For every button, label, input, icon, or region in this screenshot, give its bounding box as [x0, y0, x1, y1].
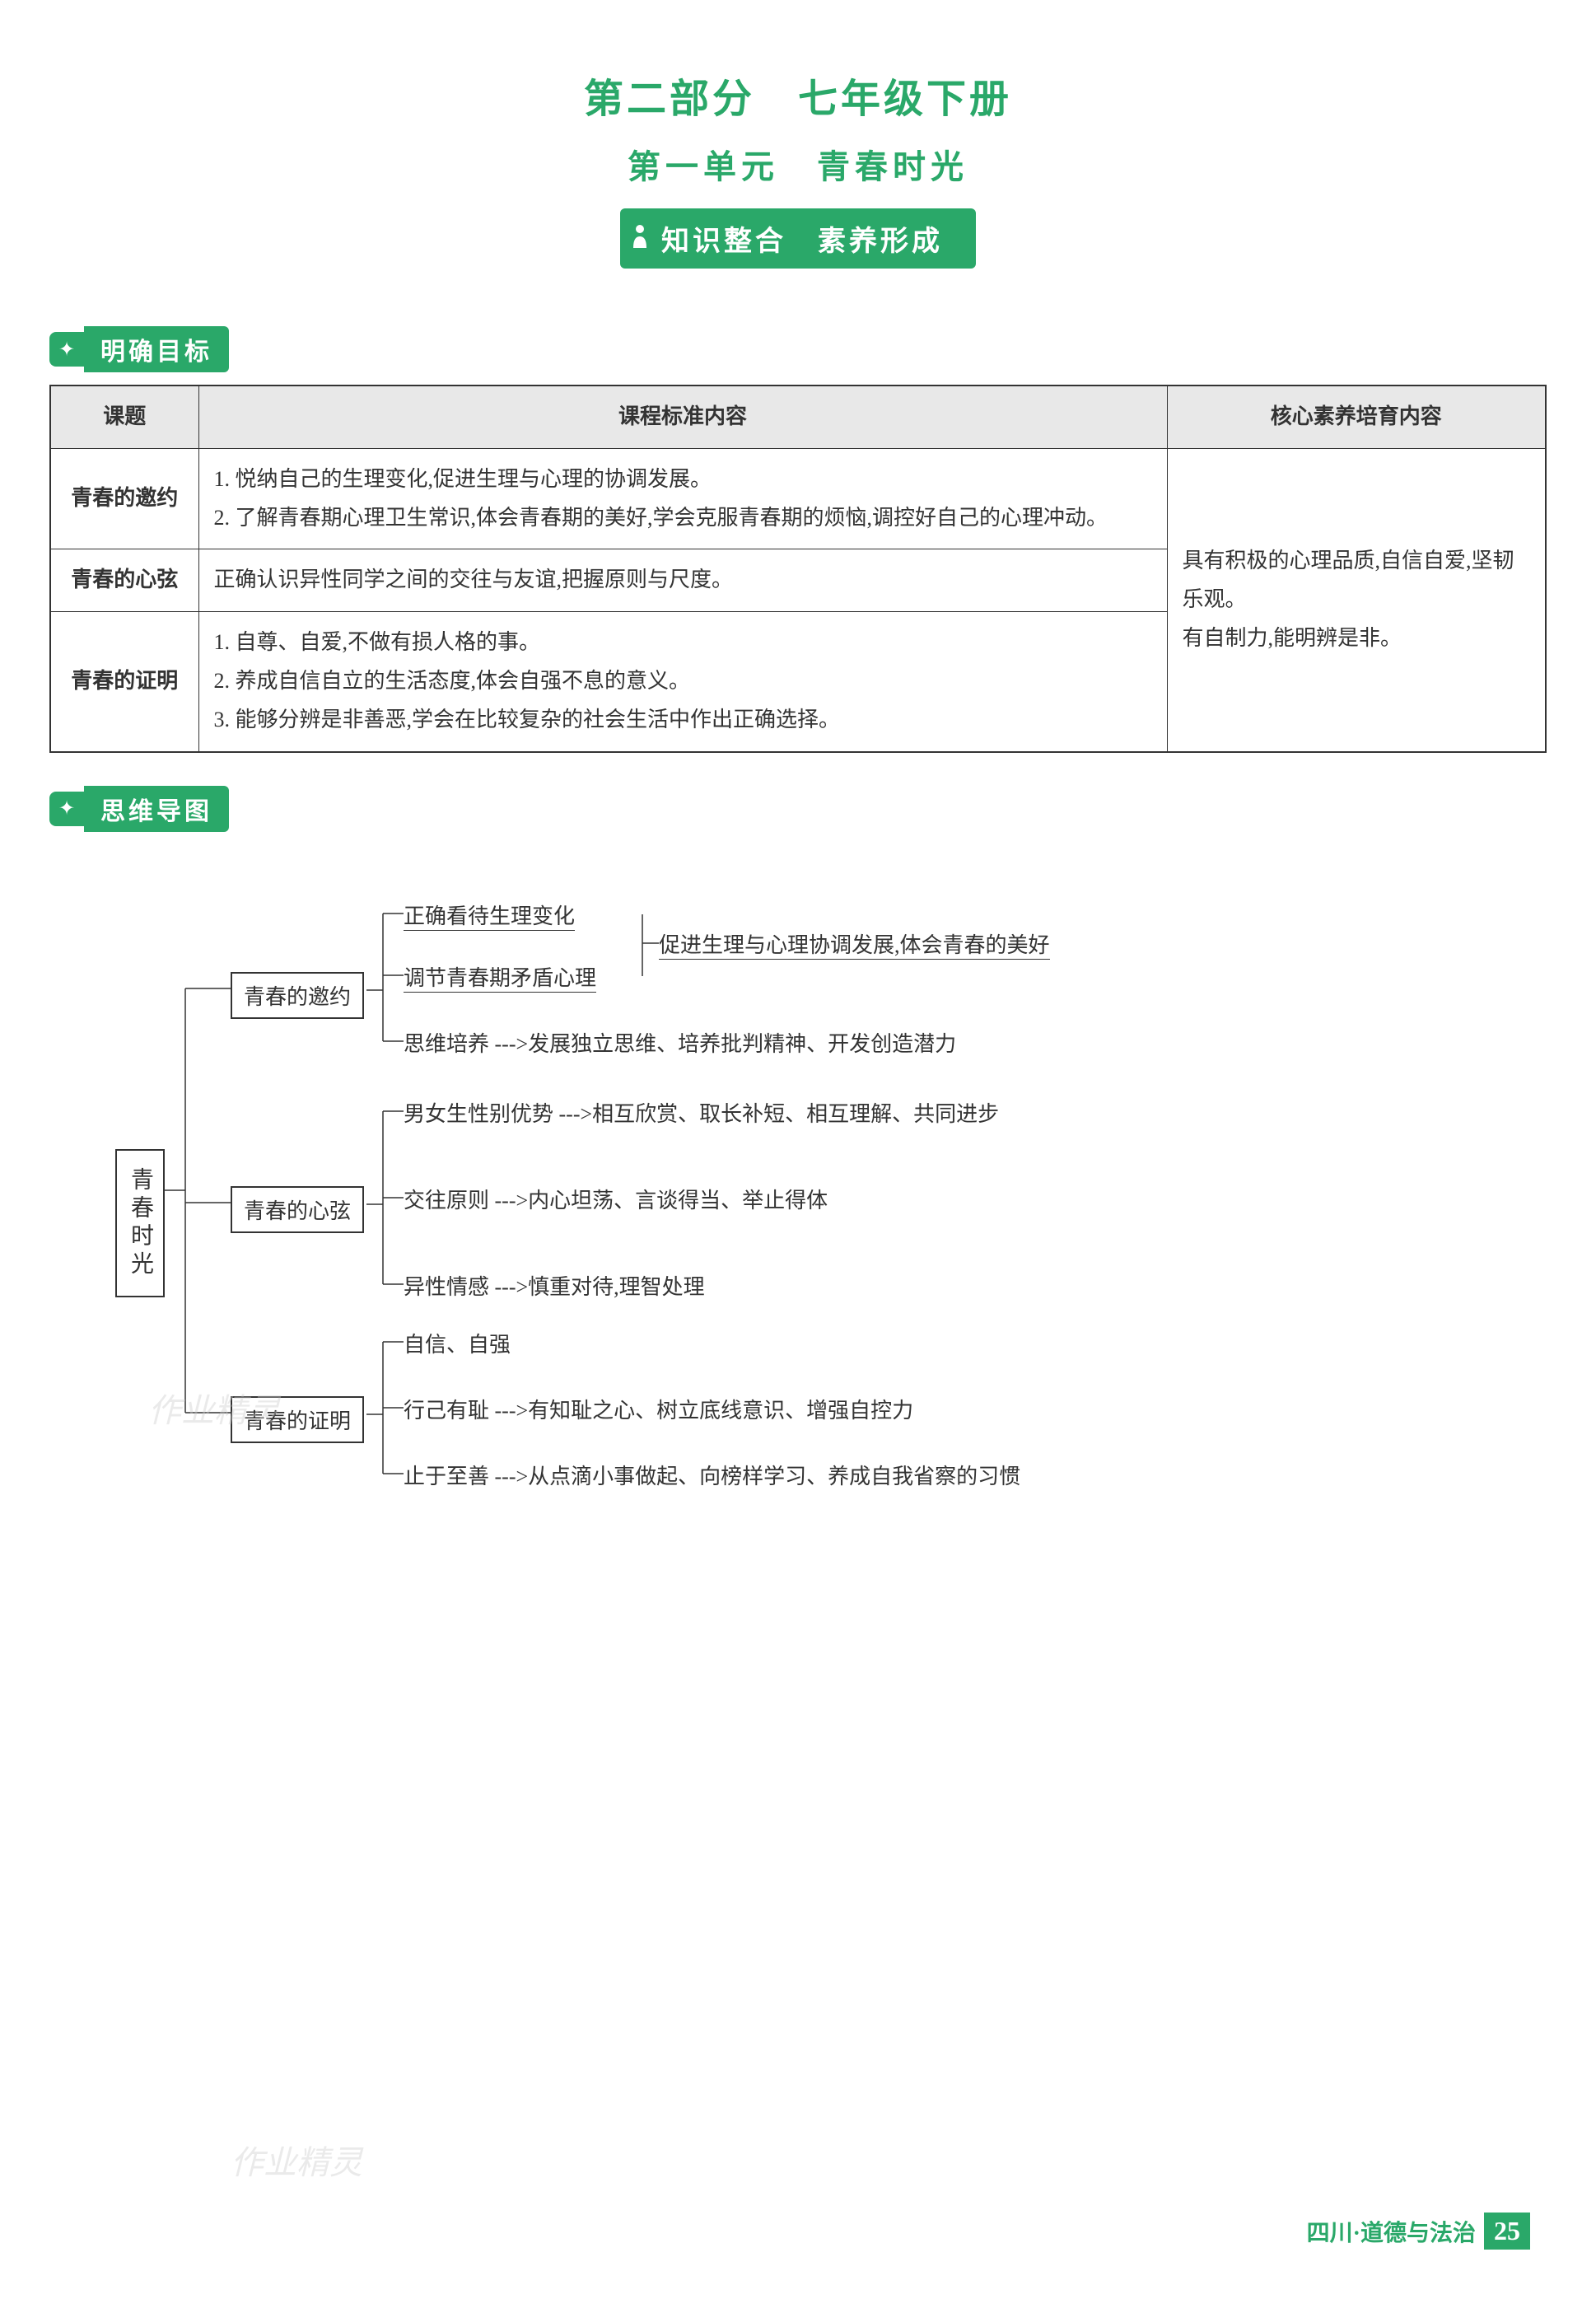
watermark: 作业精灵	[148, 1384, 280, 1432]
cell-core: 具有积极的心理品质,自信自爱,坚韧乐观。 有自制力,能明辨是非。	[1167, 448, 1546, 751]
page-number: 25	[1484, 2213, 1530, 2250]
mindmap-label: 思维导图	[84, 786, 229, 832]
goals-table: 课题 课程标准内容 核心素养培育内容 青春的邀约1. 悦纳自己的生理变化,促进生…	[49, 385, 1547, 753]
cell-content: 1. 悦纳自己的生理变化,促进生理与心理的协调发展。 2. 了解青春期心理卫生常…	[198, 448, 1167, 549]
cell-topic: 青春的证明	[50, 612, 198, 752]
leaf-node: 止于至善 --->从点滴小事做起、向榜样学习、养成自我省察的习惯	[404, 1462, 1020, 1492]
banner-text: 知识整合 素养形成	[661, 227, 943, 257]
leaf-node: 男女生性别优势 --->相互欣赏、取长补短、相互理解、共同进步	[404, 1100, 999, 1129]
section-mindmap: ✦ 思维导图	[49, 786, 229, 832]
leaf-node: 自信、自强	[404, 1330, 511, 1360]
leaf-node: 正确看待生理变化	[404, 902, 575, 932]
th-core: 核心素养培育内容	[1167, 386, 1546, 448]
leaf-node: 行己有耻 --->有知耻之心、树立底线意识、增强自控力	[404, 1396, 913, 1426]
section-goals: ✦ 明确目标	[49, 326, 229, 372]
leaf-extra: 促进生理与心理协调发展,体会青春的美好	[659, 931, 1050, 960]
table-header-row: 课题 课程标准内容 核心素养培育内容	[50, 386, 1546, 448]
th-content: 课程标准内容	[198, 386, 1167, 448]
leaf-node: 调节青春期矛盾心理	[404, 964, 596, 993]
goals-label: 明确目标	[84, 326, 229, 372]
main-title: 第二部分 七年级下册	[49, 66, 1547, 124]
watermark: 作业精灵	[231, 2136, 362, 2184]
branch-box: 青春的心弦	[231, 1186, 364, 1233]
cell-content: 1. 自尊、自爱,不做有损人格的事。 2. 养成自信自立的生活态度,体会自强不息…	[198, 612, 1167, 752]
page-header: 第二部分 七年级下册 第一单元 青春时光 知识整合 素养形成	[49, 66, 1547, 269]
star-icon: ✦	[49, 792, 84, 826]
table-row: 青春的邀约1. 悦纳自己的生理变化,促进生理与心理的协调发展。 2. 了解青春期…	[50, 448, 1546, 549]
leaf-node: 异性情感 --->慎重对待,理智处理	[404, 1273, 705, 1302]
leaf-node: 交往原则 --->内心坦荡、言谈得当、举止得体	[404, 1186, 828, 1216]
footer-text: 四川·道德与法治	[1307, 2215, 1476, 2248]
person-icon	[630, 223, 650, 255]
cell-topic: 青春的心弦	[50, 549, 198, 612]
cell-content: 正确认识异性同学之间的交往与友谊,把握原则与尺度。	[198, 549, 1167, 612]
sub-title: 第一单元 青春时光	[49, 140, 1547, 188]
banner: 知识整合 素养形成	[620, 208, 976, 269]
branch-box: 青春的邀约	[231, 972, 364, 1019]
cell-topic: 青春的邀约	[50, 448, 198, 549]
leaf-node: 思维培养 --->发展独立思维、培养批判精神、开发创造潜力	[404, 1030, 956, 1059]
page-footer: 四川·道德与法治 25	[1307, 2213, 1530, 2250]
mindmap-root: 青春时光	[115, 1149, 165, 1297]
star-icon: ✦	[49, 332, 84, 367]
th-topic: 课题	[50, 386, 198, 448]
